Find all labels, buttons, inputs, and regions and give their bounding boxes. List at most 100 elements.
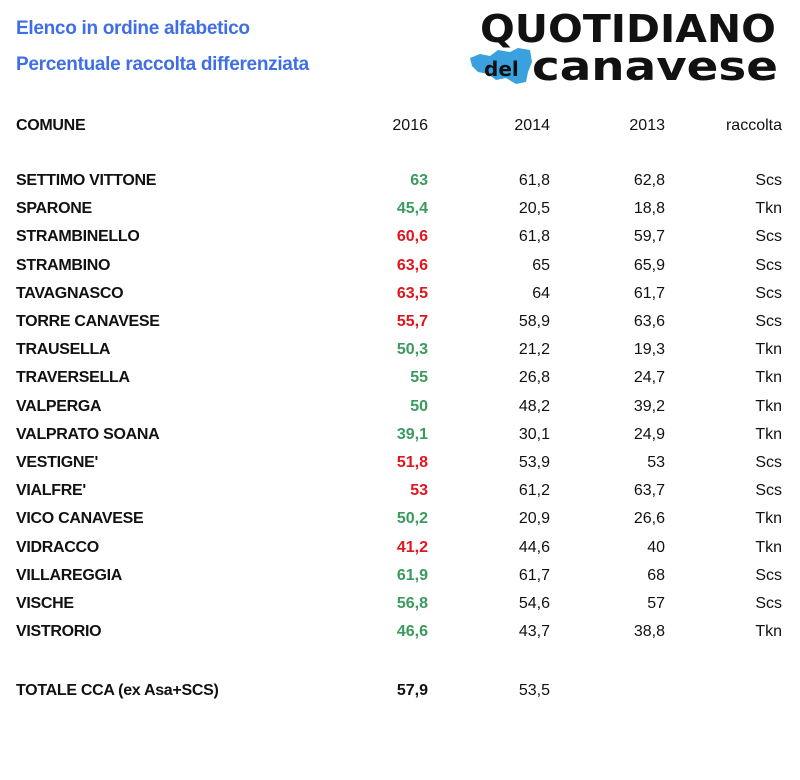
- table-row: TRAUSELLA 50,3 21,2 19,3 Tkn: [0, 336, 800, 364]
- cell-comune: STRAMBINELLO: [16, 228, 140, 246]
- cell-raccolta: Scs: [755, 172, 782, 189]
- cell-2013: 24,7: [633, 369, 665, 387]
- cell-raccolta: Tkn: [755, 510, 782, 528]
- cell-2014: 64: [532, 284, 550, 302]
- canavese-map-shape: [470, 48, 532, 84]
- cell-2016: 55: [410, 369, 428, 387]
- cell-2013: 57: [647, 595, 665, 612]
- table-row: TAVAGNASCO 63,5 64 61,7 Scs: [0, 280, 800, 308]
- cell-2016: 63: [410, 172, 428, 189]
- title-line-2: Percentuale raccolta differenziata: [16, 54, 309, 75]
- table-row: TRAVERSELLA 55 26,8 24,7 Tkn: [0, 364, 800, 392]
- cell-2014: 43,7: [518, 623, 550, 641]
- cell-raccolta: Scs: [755, 284, 782, 302]
- total-label: TOTALE CCA (ex Asa+SCS): [16, 682, 219, 699]
- cell-2016: 53: [410, 482, 428, 500]
- table-row: VIDRACCO 41,2 44,6 40 Tkn: [0, 534, 800, 562]
- header-raccolta: raccolta: [725, 117, 782, 134]
- cell-2016: 50,2: [396, 510, 428, 528]
- cell-2013: 24,9: [633, 425, 665, 443]
- total-2016: 57,9: [396, 682, 428, 699]
- cell-2016: 50: [410, 397, 428, 415]
- cell-comune: VESTIGNE': [16, 454, 99, 471]
- header-2013: 2013: [629, 117, 665, 134]
- cell-2014: 61,2: [518, 482, 550, 500]
- total-2014: 53,5: [518, 682, 550, 699]
- cell-2013: 61,7: [633, 284, 665, 302]
- cell-raccolta: Scs: [755, 313, 782, 330]
- cell-2016: 41,2: [396, 538, 428, 556]
- table-row: VISTRORIO 46,6 43,7 38,8 Tkn: [0, 618, 800, 646]
- cell-comune: VIDRACCO: [16, 538, 99, 556]
- cell-comune: TORRE CANAVESE: [16, 313, 160, 330]
- cell-comune: VILLAREGGIA: [16, 566, 123, 584]
- cell-2016: 51,8: [396, 454, 428, 471]
- header-2016: 2016: [392, 117, 428, 134]
- table-row: TORRE CANAVESE 55,7 58,9 63,6 Scs: [0, 308, 800, 336]
- title-line-1: Elenco in ordine alfabetico: [16, 18, 250, 39]
- quotidiano-del-canavese-logo: QUOTIDIANO del canavese: [470, 7, 778, 86]
- cell-2016: 60,6: [396, 228, 428, 246]
- cell-raccolta: Tkn: [755, 200, 782, 218]
- cell-raccolta: Tkn: [755, 425, 782, 443]
- table-row: VALPERGA 50 48,2 39,2 Tkn: [0, 393, 800, 421]
- cell-2016: 39,1: [396, 425, 428, 443]
- cell-comune: VISTRORIO: [16, 623, 102, 641]
- cell-2016: 63,5: [396, 284, 428, 302]
- cell-2014: 61,8: [518, 172, 550, 189]
- cell-comune: TRAVERSELLA: [16, 369, 130, 387]
- header-comune: COMUNE: [16, 117, 86, 134]
- table-row: VESTIGNE' 51,8 53,9 53 Scs: [0, 449, 800, 477]
- cell-2013: 19,3: [633, 341, 665, 359]
- cell-2014: 53,9: [518, 454, 550, 471]
- cell-raccolta: Scs: [755, 454, 782, 471]
- header-2014: 2014: [514, 117, 550, 134]
- cell-comune: STRAMBINO: [16, 256, 111, 274]
- svg-text:del: del: [484, 57, 519, 81]
- cell-2014: 30,1: [518, 425, 550, 443]
- table-row: VALPRATO SOANA 39,1 30,1 24,9 Tkn: [0, 421, 800, 449]
- cell-raccolta: Tkn: [755, 397, 782, 415]
- table-row: VICO CANAVESE 50,2 20,9 26,6 Tkn: [0, 505, 800, 533]
- cell-2016: 50,3: [396, 341, 428, 359]
- cell-2013: 39,2: [633, 397, 665, 415]
- cell-comune: TAVAGNASCO: [16, 284, 124, 302]
- cell-2016: 61,9: [396, 566, 428, 584]
- cell-2013: 26,6: [633, 510, 665, 528]
- cell-2013: 65,9: [633, 256, 665, 274]
- table-row: VIALFRE' 53 61,2 63,7 Scs: [0, 477, 800, 505]
- cell-2014: 20,9: [518, 510, 550, 528]
- cell-2013: 63,6: [633, 313, 665, 330]
- cell-2014: 21,2: [518, 341, 550, 359]
- cell-2016: 63,6: [396, 256, 428, 274]
- cell-comune: SPARONE: [16, 200, 92, 218]
- cell-comune: SETTIMO VITTONE: [16, 172, 157, 189]
- cell-raccolta: Scs: [755, 595, 782, 612]
- cell-2014: 26,8: [518, 369, 550, 387]
- table-row: STRAMBINELLO 60,6 61,8 59,7 Scs: [0, 223, 800, 251]
- cell-2016: 56,8: [396, 595, 428, 612]
- cell-2016: 46,6: [396, 623, 428, 641]
- table-row: VILLAREGGIA 61,9 61,7 68 Scs: [0, 562, 800, 590]
- total-row: TOTALE CCA (ex Asa+SCS) 57,9 53,5: [0, 677, 800, 705]
- cell-2014: 44,6: [518, 538, 550, 556]
- table-row: VISCHE 56,8 54,6 57 Scs: [0, 590, 800, 618]
- cell-raccolta: Scs: [755, 566, 782, 584]
- cell-2014: 48,2: [518, 397, 550, 415]
- cell-2013: 62,8: [633, 172, 665, 189]
- cell-raccolta: Tkn: [755, 341, 782, 359]
- cell-2013: 68: [647, 566, 665, 584]
- cell-2016: 55,7: [396, 313, 428, 330]
- svg-text:canavese: canavese: [532, 44, 778, 86]
- cell-2014: 54,6: [518, 595, 550, 612]
- cell-2013: 40: [647, 538, 665, 556]
- cell-comune: VICO CANAVESE: [16, 510, 144, 528]
- cell-comune: VISCHE: [16, 595, 74, 612]
- cell-2014: 61,7: [518, 566, 550, 584]
- cell-2014: 20,5: [518, 200, 550, 218]
- table-row: SPARONE 45,4 20,5 18,8 Tkn: [0, 195, 800, 223]
- cell-2013: 18,8: [633, 200, 665, 218]
- cell-comune: TRAUSELLA: [16, 341, 111, 359]
- table-row: SETTIMO VITTONE 63 61,8 62,8 Scs: [0, 167, 800, 195]
- cell-2014: 65: [532, 256, 550, 274]
